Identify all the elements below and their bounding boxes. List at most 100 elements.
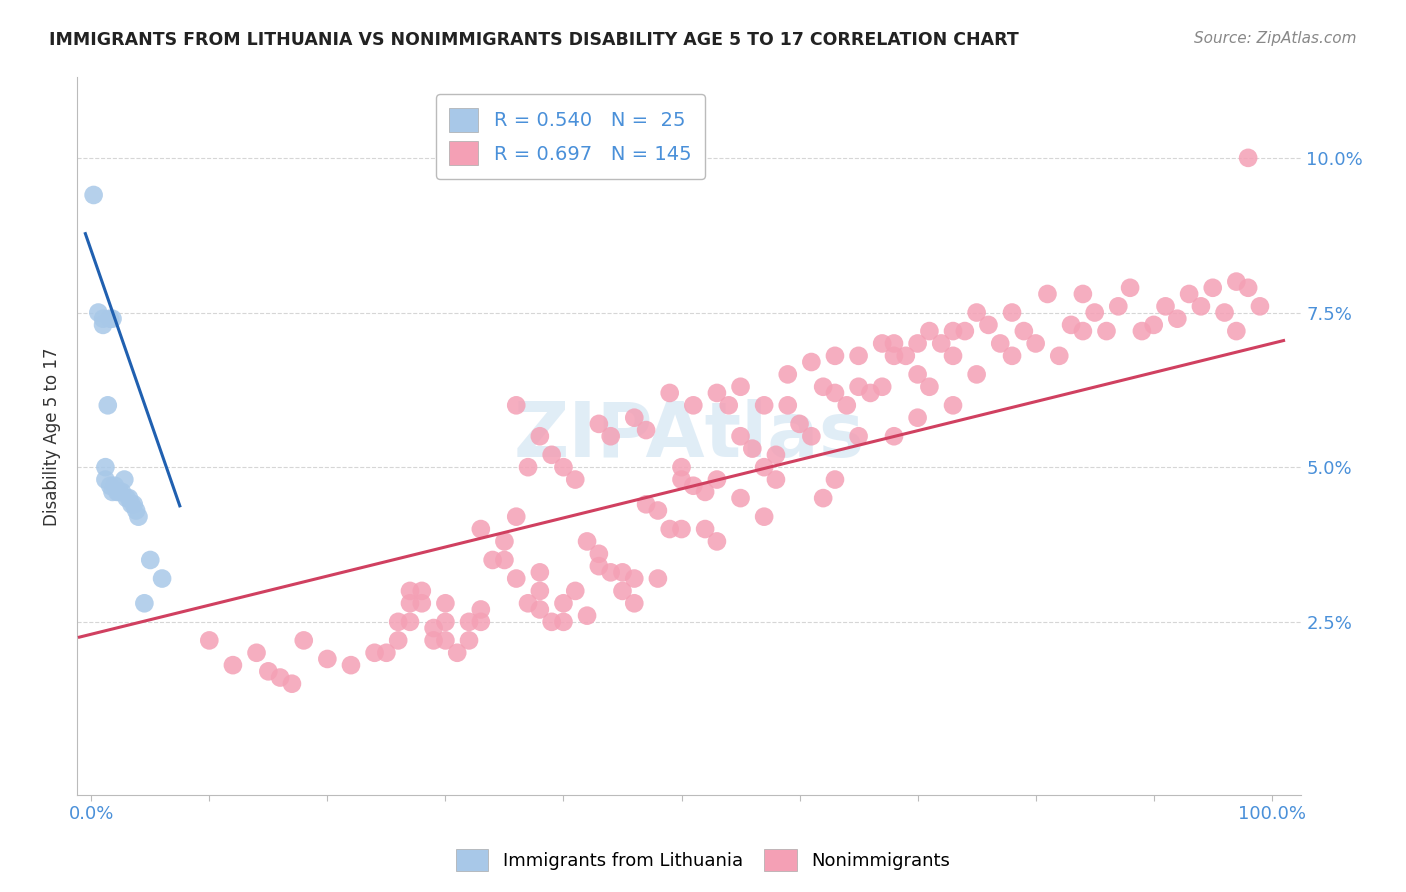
Point <box>671 460 693 475</box>
Point <box>870 380 893 394</box>
Point <box>1225 275 1247 289</box>
Point <box>1213 305 1236 319</box>
Point <box>1036 287 1059 301</box>
Point <box>434 596 457 610</box>
Point <box>529 429 551 443</box>
Point <box>966 368 988 382</box>
Point <box>695 522 717 536</box>
Point <box>150 572 173 586</box>
Point <box>1107 299 1129 313</box>
Point <box>553 596 575 610</box>
Point <box>730 429 752 443</box>
Point <box>647 503 669 517</box>
Point <box>411 583 433 598</box>
Point <box>97 398 120 412</box>
Point <box>682 479 704 493</box>
Point <box>505 398 527 412</box>
Point <box>942 349 965 363</box>
Point <box>458 615 481 629</box>
Point <box>588 547 610 561</box>
Point <box>883 336 905 351</box>
Point <box>824 473 846 487</box>
Point <box>848 380 870 394</box>
Point <box>647 572 669 586</box>
Point <box>1237 151 1260 165</box>
Point <box>316 652 339 666</box>
Point <box>434 633 457 648</box>
Point <box>1225 324 1247 338</box>
Point <box>540 448 562 462</box>
Point <box>91 311 114 326</box>
Point <box>977 318 1000 332</box>
Point <box>1202 281 1225 295</box>
Point <box>1130 324 1153 338</box>
Point <box>1025 336 1047 351</box>
Point <box>623 410 645 425</box>
Point <box>122 497 145 511</box>
Point <box>529 583 551 598</box>
Point <box>789 417 811 431</box>
Point <box>671 473 693 487</box>
Point <box>942 398 965 412</box>
Legend: Immigrants from Lithuania, Nonimmigrants: Immigrants from Lithuania, Nonimmigrants <box>449 842 957 879</box>
Point <box>98 479 121 493</box>
Point <box>108 484 131 499</box>
Point <box>883 429 905 443</box>
Point <box>553 460 575 475</box>
Y-axis label: Disability Age 5 to 17: Disability Age 5 to 17 <box>44 347 60 525</box>
Point <box>101 311 124 326</box>
Point <box>859 386 882 401</box>
Point <box>658 386 681 401</box>
Point <box>765 448 787 462</box>
Point <box>470 615 492 629</box>
Point <box>115 491 138 505</box>
Point <box>706 534 728 549</box>
Point <box>434 615 457 629</box>
Point <box>658 522 681 536</box>
Point <box>98 311 121 326</box>
Point <box>907 368 929 382</box>
Point <box>894 349 917 363</box>
Point <box>120 497 142 511</box>
Point <box>636 423 658 437</box>
Point <box>281 676 304 690</box>
Text: IMMIGRANTS FROM LITHUANIA VS NONIMMIGRANTS DISABILITY AGE 5 TO 17 CORRELATION CH: IMMIGRANTS FROM LITHUANIA VS NONIMMIGRAN… <box>49 31 1019 49</box>
Point <box>612 583 634 598</box>
Point <box>529 602 551 616</box>
Point <box>1237 281 1260 295</box>
Point <box>576 534 599 549</box>
Point <box>494 534 516 549</box>
Point <box>599 566 621 580</box>
Point <box>517 460 540 475</box>
Point <box>765 473 787 487</box>
Point <box>741 442 763 456</box>
Point <box>800 429 823 443</box>
Point <box>1047 349 1070 363</box>
Point <box>83 188 105 202</box>
Text: ZIPAtlas: ZIPAtlas <box>513 400 865 474</box>
Point <box>623 596 645 610</box>
Point <box>387 633 409 648</box>
Point <box>269 671 291 685</box>
Point <box>1001 305 1024 319</box>
Point <box>222 658 245 673</box>
Point <box>470 602 492 616</box>
Point <box>907 336 929 351</box>
Point <box>470 522 492 536</box>
Point <box>1071 287 1094 301</box>
Point <box>870 336 893 351</box>
Point <box>411 596 433 610</box>
Point <box>811 491 834 505</box>
Point <box>1071 324 1094 338</box>
Point <box>422 633 444 648</box>
Point <box>125 503 148 517</box>
Point <box>1012 324 1035 338</box>
Point <box>1001 349 1024 363</box>
Point <box>399 583 422 598</box>
Point <box>127 509 149 524</box>
Point <box>139 553 162 567</box>
Point <box>494 553 516 567</box>
Point <box>564 583 586 598</box>
Point <box>1084 305 1107 319</box>
Point <box>540 615 562 629</box>
